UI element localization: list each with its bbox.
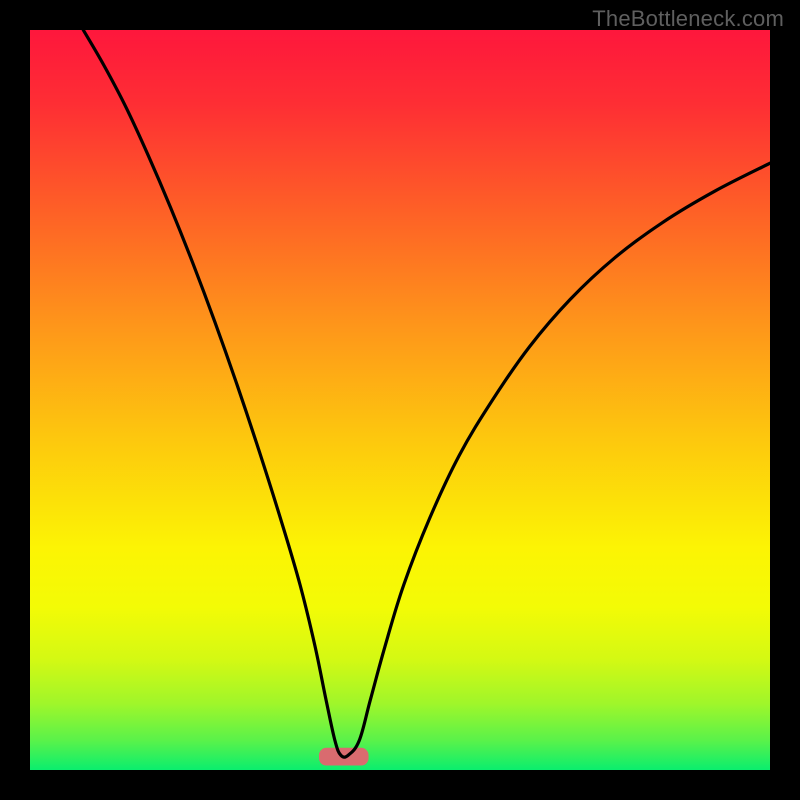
- watermark-text: TheBottleneck.com: [592, 6, 784, 32]
- chart-canvas: TheBottleneck.com: [0, 0, 800, 800]
- plot-area: [30, 30, 770, 770]
- chart-svg: [30, 30, 770, 770]
